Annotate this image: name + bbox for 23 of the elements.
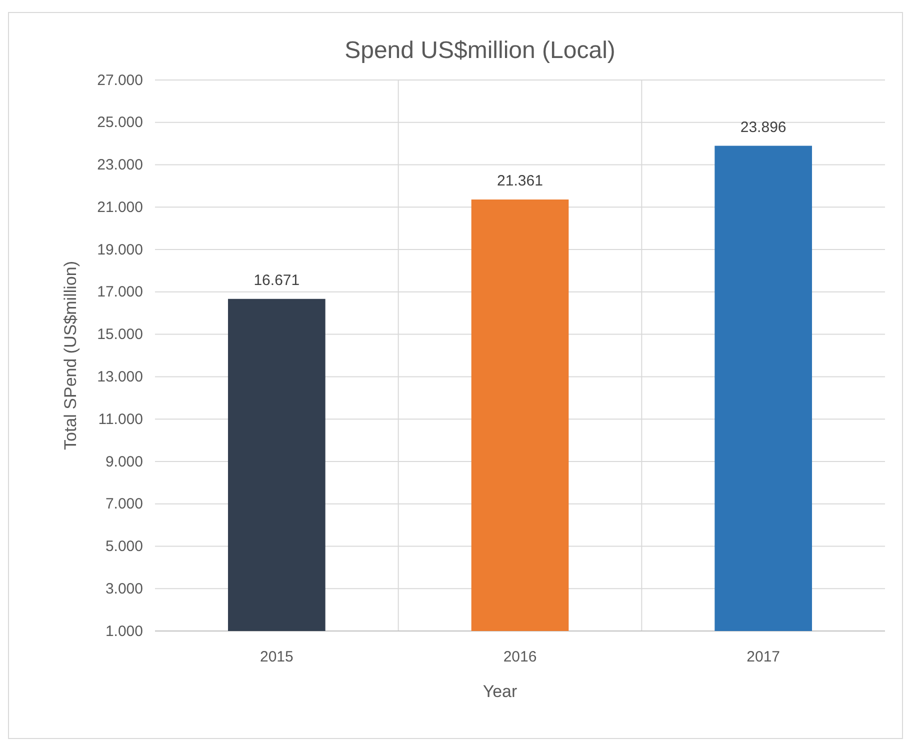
y-tick-label: 25.000 bbox=[97, 114, 143, 132]
x-tick-label: 2015 bbox=[260, 648, 294, 666]
y-tick-label: 15.000 bbox=[97, 326, 143, 344]
x-axis-title: Year bbox=[482, 682, 518, 701]
y-tick-label: 3.000 bbox=[105, 580, 143, 598]
y-tick-label: 21.000 bbox=[97, 198, 143, 216]
data-label: 21.361 bbox=[497, 172, 543, 190]
y-tick-label: 1.000 bbox=[105, 622, 143, 640]
y-axis-title: Total SPend (US$million) bbox=[61, 261, 80, 450]
x-tick-label: 2017 bbox=[746, 648, 780, 666]
y-tick-label: 19.000 bbox=[97, 241, 143, 258]
y-tick-label: 13.000 bbox=[97, 368, 143, 386]
y-tick-label: 23.000 bbox=[97, 156, 143, 174]
y-tick-label: 17.000 bbox=[97, 284, 143, 301]
y-tick-label: 27.000 bbox=[97, 72, 143, 89]
y-tick-label: 11.000 bbox=[98, 410, 143, 428]
x-tick-label: 2016 bbox=[503, 648, 537, 666]
y-tick-label: 7.000 bbox=[105, 496, 143, 513]
y-tick-label: 9.000 bbox=[105, 453, 143, 470]
data-label: 23.896 bbox=[740, 118, 786, 136]
chart-title: Spend US$million (Local) bbox=[344, 37, 616, 64]
data-label: 16.671 bbox=[254, 272, 300, 289]
y-tick-label: 5.000 bbox=[105, 538, 143, 556]
